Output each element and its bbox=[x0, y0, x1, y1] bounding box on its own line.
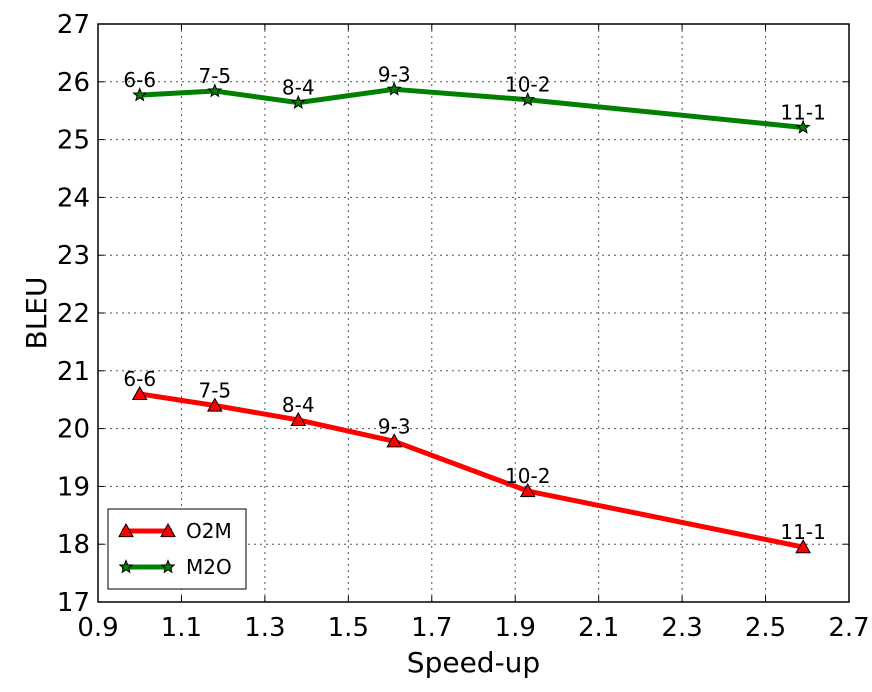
x-tick-label: 1.3 bbox=[244, 613, 285, 643]
data-label: 9-3 bbox=[378, 414, 411, 438]
data-label: 11-1 bbox=[780, 100, 825, 124]
y-tick-label: 20 bbox=[57, 415, 90, 445]
series-line-m2o bbox=[139, 86, 804, 130]
y-tick-label: 19 bbox=[57, 472, 90, 502]
legend-marker bbox=[160, 522, 176, 538]
data-label: 10-2 bbox=[505, 73, 550, 97]
data-point bbox=[290, 94, 306, 109]
y-tick-label: 23 bbox=[57, 241, 90, 271]
y-axis-label: BLEU bbox=[20, 277, 53, 350]
legend-label: M2O bbox=[186, 555, 232, 579]
legend-marker bbox=[160, 559, 176, 574]
axis-ticks: 0.9 1.1 1.3 1.5 1.7 1.9 2.1 2.3 2.5 2.7 17 18 19 20 21… bbox=[57, 10, 870, 643]
x-tick-label: 1.1 bbox=[161, 613, 202, 643]
series-m2o: 6-6 7-5 8-4 9-3 10-2 11-1 bbox=[123, 62, 826, 134]
data-label: 10-2 bbox=[505, 464, 550, 488]
data-point bbox=[206, 397, 223, 412]
data-point bbox=[132, 87, 148, 102]
y-tick-label: 24 bbox=[57, 183, 90, 213]
y-tick-label: 18 bbox=[57, 530, 90, 560]
data-label: 8-4 bbox=[282, 393, 315, 417]
data-point bbox=[795, 539, 811, 554]
data-point bbox=[386, 433, 403, 448]
x-tick-label: 2.5 bbox=[745, 613, 786, 643]
x-tick-label: 2.3 bbox=[661, 613, 702, 643]
data-label: 7-5 bbox=[198, 64, 231, 88]
data-label: 8-4 bbox=[282, 76, 315, 100]
data-point bbox=[519, 482, 536, 498]
data-label: 6-6 bbox=[123, 68, 156, 92]
y-tick-label: 22 bbox=[57, 299, 90, 329]
legend-marker bbox=[118, 559, 134, 574]
y-tick-label: 26 bbox=[57, 68, 90, 98]
data-point bbox=[520, 91, 536, 107]
x-axis-label: Speed-up bbox=[407, 646, 540, 679]
data-label: 7-5 bbox=[198, 378, 231, 402]
plot-frame bbox=[97, 23, 850, 603]
y-tick-label: 17 bbox=[57, 588, 90, 618]
data-point bbox=[207, 83, 223, 98]
x-tick-label: 2.1 bbox=[578, 613, 619, 643]
y-tick-label: 25 bbox=[57, 126, 90, 156]
data-label: 11-1 bbox=[780, 520, 825, 544]
grid-lines bbox=[98, 24, 849, 602]
data-point bbox=[386, 81, 402, 96]
data-point bbox=[131, 385, 148, 401]
x-tick-label: 1.5 bbox=[328, 613, 369, 643]
data-point bbox=[290, 411, 307, 427]
x-tick-label: 0.9 bbox=[77, 613, 118, 643]
data-point bbox=[795, 119, 811, 134]
legend-label: O2M bbox=[186, 519, 232, 543]
data-label: 6-6 bbox=[123, 367, 156, 391]
series-layer: 6-6 7-5 8-4 9-3 10-2 11-1 6-6 7-5 8-4 9-3 10-2 11-1 bbox=[123, 62, 826, 554]
legend-marker bbox=[118, 522, 134, 538]
y-tick-label: 27 bbox=[57, 10, 90, 40]
series-line-o2m bbox=[139, 391, 804, 550]
y-tick-label: 21 bbox=[57, 357, 90, 387]
x-tick-label: 1.9 bbox=[495, 613, 536, 643]
legend-box bbox=[107, 508, 247, 590]
series-o2m: 6-6 7-5 8-4 9-3 10-2 11-1 bbox=[123, 367, 826, 554]
legend: O2M M2O bbox=[107, 508, 247, 590]
x-tick-label: 1.7 bbox=[411, 613, 452, 643]
x-tick-label: 2.7 bbox=[828, 613, 869, 643]
data-label: 9-3 bbox=[378, 62, 411, 86]
